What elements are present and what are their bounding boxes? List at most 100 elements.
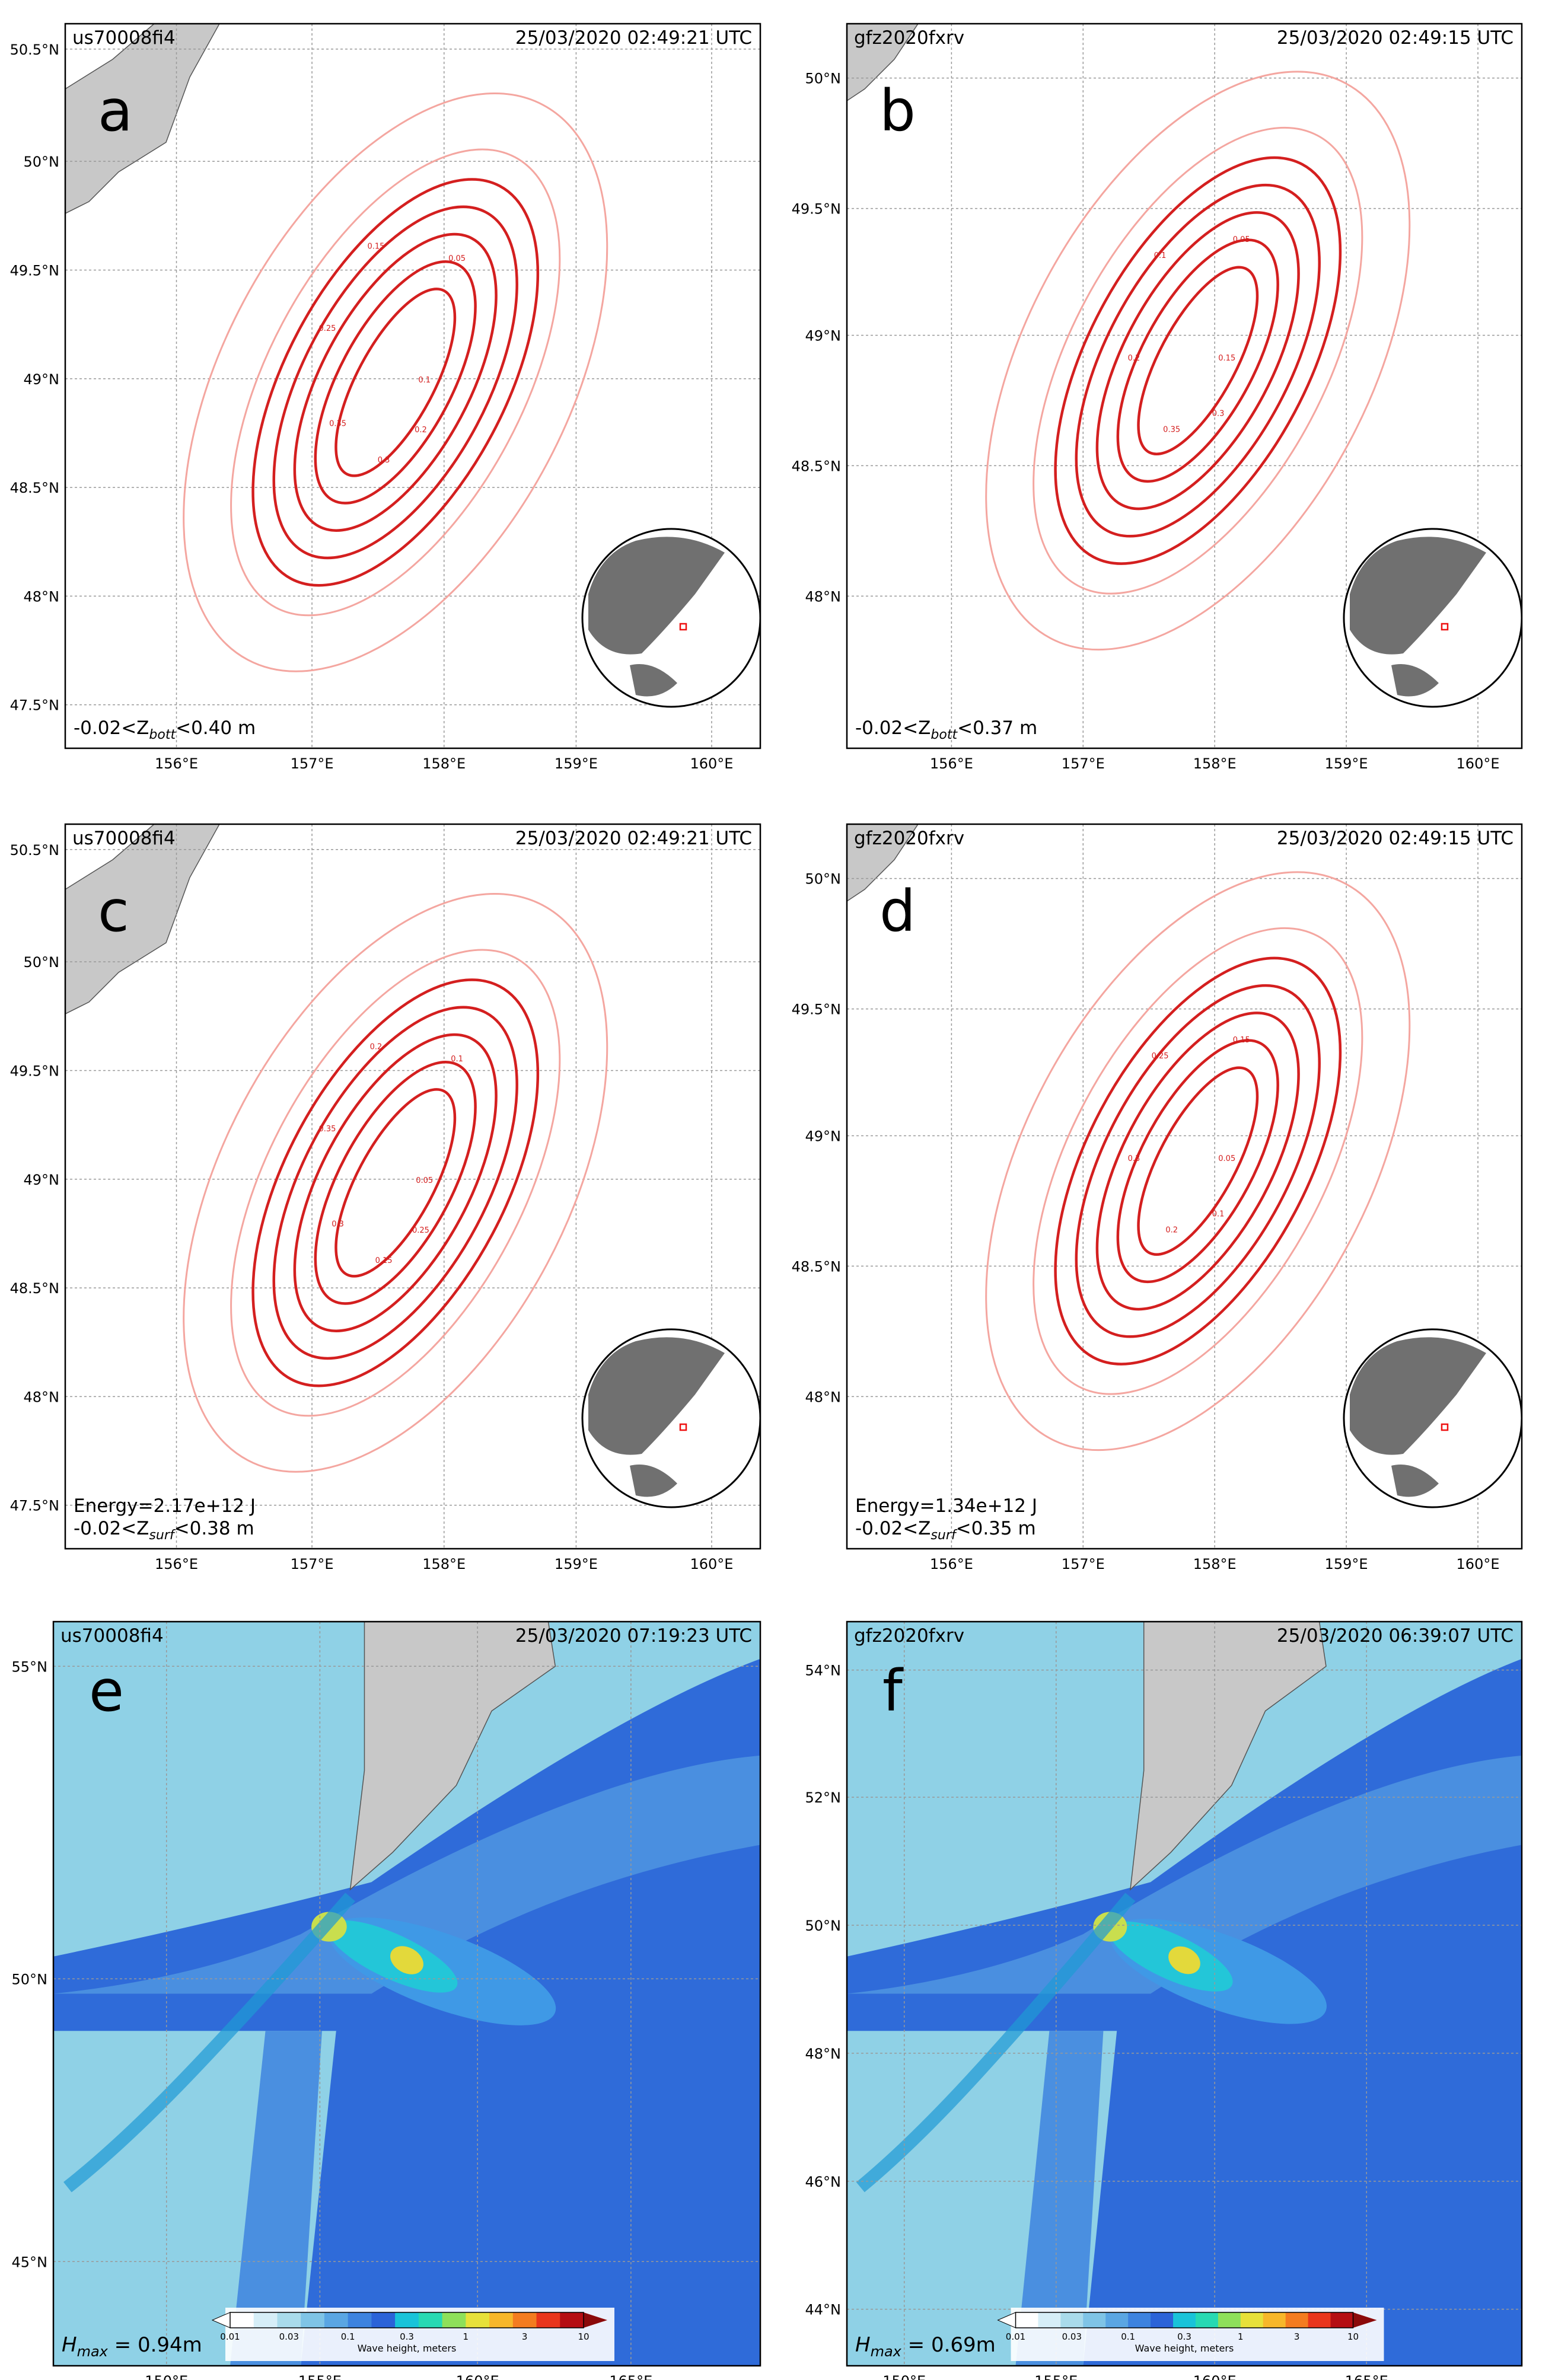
- globe-land-asia: [588, 1337, 725, 1455]
- contour-line: [1075, 984, 1321, 1338]
- colorbar-segment: [1285, 2312, 1309, 2328]
- contour-line: [1054, 156, 1342, 565]
- contour-label: 0.1: [1154, 251, 1167, 260]
- contour-line: [985, 71, 1411, 651]
- lat-tick-label: 48.5°N: [792, 1258, 841, 1275]
- colorbar-tick-label: 0.3: [1177, 2331, 1191, 2342]
- globe-region-marker: [1441, 623, 1449, 631]
- event-id: gfz2020fxrv: [854, 1625, 964, 1647]
- lon-tick-label: 159°E: [1325, 1556, 1368, 1572]
- colorbar-segment: [1105, 2312, 1129, 2328]
- contour-label: 0.35: [329, 419, 346, 428]
- contour-label: 0.3: [1128, 1154, 1140, 1163]
- lat-tick-label: 49°N: [24, 1172, 60, 1188]
- lat-tick-label: 48.5°N: [10, 1280, 59, 1297]
- contour-label: 0.2: [370, 1043, 383, 1052]
- colorbar-segment: [371, 2312, 396, 2328]
- map-frame: [64, 823, 761, 1550]
- contour-label: 0.15: [1218, 354, 1235, 363]
- colorbar-tick-label: 0.1: [1121, 2331, 1135, 2342]
- contour-line: [293, 1033, 498, 1332]
- inset-globe: [1343, 1328, 1522, 1508]
- colorbar-label: Wave height, meters: [358, 2343, 457, 2354]
- caption-line: Energy=2.17e+12 J: [74, 1495, 256, 1517]
- contour-group: [183, 893, 608, 1473]
- ocean-mid-band: [847, 1755, 1522, 1994]
- contour-label: 0.1: [418, 376, 431, 385]
- map-area: [53, 1622, 760, 2366]
- lat-tick-label: 45°N: [12, 2254, 48, 2270]
- colorbar-tick-label: 0.1: [341, 2331, 355, 2342]
- contour-label: 0.35: [318, 1125, 336, 1134]
- panel-letter: e: [89, 1658, 124, 1724]
- ocean-mid-band: [53, 1755, 760, 1994]
- lat-tick-label: 48°N: [24, 588, 60, 605]
- lat-tick-label: 48.5°N: [10, 480, 59, 496]
- lon-tick-label: 160°E: [690, 1556, 733, 1572]
- map-area: 0.15 0.3 0.35 0.2 0.1 0.05: [847, 24, 1522, 748]
- hmax-label: Hmax = 0.69m: [855, 2333, 996, 2360]
- globe-land-australia: [1391, 1465, 1439, 1497]
- contour-label: 0.1: [451, 1055, 463, 1064]
- lon-tick-label: 156°E: [155, 755, 198, 772]
- contour-label: 0.25: [412, 1226, 429, 1235]
- lat-tick-label: 55°N: [12, 1658, 48, 1675]
- lon-tick-label: 156°E: [155, 1556, 198, 1572]
- contour-line: [1033, 927, 1363, 1395]
- colorbar-tick-label: 0.03: [1062, 2331, 1082, 2342]
- contour-label: 0.15: [368, 243, 385, 251]
- land-kamchatka: [349, 1622, 556, 1891]
- lat-tick-label: 50°N: [12, 1971, 48, 1987]
- lat-tick-label: 49°N: [805, 1128, 842, 1144]
- colorbar-segment: [253, 2312, 278, 2328]
- kuril-arc: [63, 1893, 355, 2193]
- colorbar-tick-label: 0.3: [400, 2331, 414, 2342]
- colorbar-tick-label: 10: [1347, 2331, 1359, 2342]
- contour-line: [1116, 238, 1279, 483]
- contour-line: [272, 205, 518, 560]
- colorbar-tick-label: 1: [1238, 2331, 1244, 2342]
- contour-label: 0.05: [1218, 1154, 1235, 1163]
- lon-tick-label: 158°E: [1193, 755, 1237, 772]
- lat-tick-label: 47.5°N: [10, 697, 59, 714]
- colorbar-extend-arrow: [1353, 2312, 1377, 2328]
- event-id: gfz2020fxrv: [854, 828, 964, 849]
- timestamp: 25/03/2020 06:39:07 UTC: [1277, 1625, 1513, 1647]
- colorbar-tick-label: 3: [522, 2331, 528, 2342]
- wave-max-spot: [390, 1946, 423, 1974]
- contour-line: [230, 148, 561, 617]
- caption-line: -0.02<Zbott<0.37 m: [855, 717, 1037, 742]
- lon-tick-label: 157°E: [1062, 1556, 1105, 1572]
- globe-land-asia: [1350, 1337, 1486, 1455]
- lat-tick-label: 50.5°N: [10, 842, 59, 859]
- event-id: us70008fi4: [72, 828, 176, 849]
- lat-tick-label: 49.5°N: [10, 262, 59, 279]
- panel-letter: c: [98, 878, 129, 945]
- lat-tick-label: 52°N: [805, 1789, 842, 1806]
- lon-tick-label: 160°E: [1457, 755, 1500, 772]
- colorbar-segment: [1128, 2312, 1151, 2328]
- globe-land-australia: [630, 664, 677, 697]
- lon-tick-label: 155°E: [1034, 2373, 1078, 2380]
- lon-tick-label: 159°E: [555, 755, 598, 772]
- contour-label: 0.2: [1165, 1226, 1178, 1234]
- kuril-arc: [856, 1893, 1136, 2193]
- colorbar-tick-label: 0.01: [1006, 2331, 1025, 2342]
- panel-letter: f: [882, 1658, 904, 1724]
- colorbar-tick-label: 1: [463, 2331, 469, 2342]
- contour-label: 0.25: [318, 324, 336, 333]
- event-id: gfz2020fxrv: [854, 27, 964, 49]
- lat-tick-label: 46°N: [805, 2174, 842, 2190]
- land-coast: [847, 24, 919, 101]
- contour-line: [334, 1088, 457, 1278]
- contour-line: [1095, 1012, 1300, 1311]
- lat-tick-label: 44°N: [805, 2302, 842, 2318]
- colorbar-segment: [1308, 2312, 1331, 2328]
- panel-letter: d: [880, 878, 916, 945]
- lon-tick-label: 165°E: [609, 2373, 652, 2380]
- colorbar-frame: [1015, 2312, 1354, 2328]
- panel-letter: b: [880, 78, 916, 144]
- timestamp: 25/03/2020 02:49:21 UTC: [515, 27, 752, 49]
- contour-label: 0.2: [1128, 354, 1140, 363]
